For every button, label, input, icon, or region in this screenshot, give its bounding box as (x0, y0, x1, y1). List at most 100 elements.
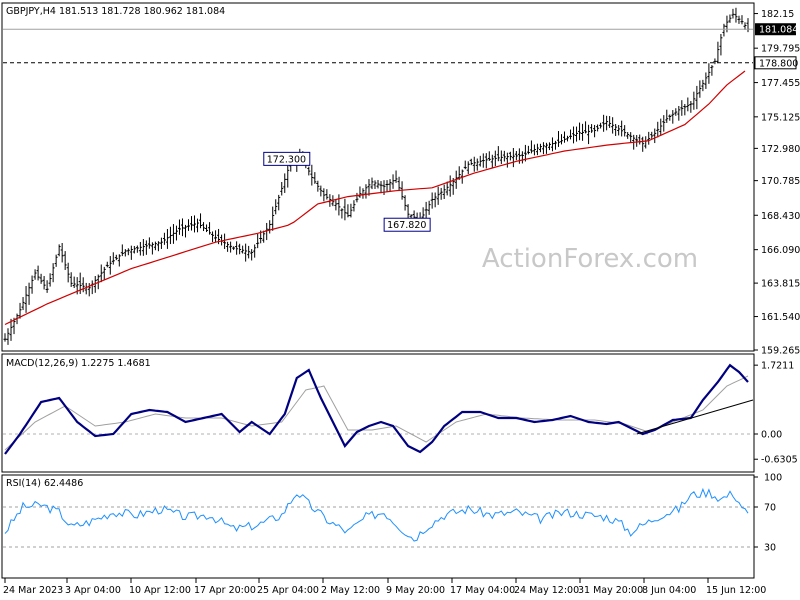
price-tick-label: 170.785 (761, 176, 800, 187)
price-bar (581, 123, 585, 141)
price-bar (731, 8, 735, 19)
rsi-axis: 100 70 30 (3, 473, 782, 554)
price-bar (532, 144, 536, 156)
price-bar (590, 124, 594, 133)
price-bar (472, 156, 476, 172)
price-bar (614, 124, 618, 136)
price-bar (9, 318, 13, 341)
price-bar (3, 333, 7, 342)
price-bar (18, 302, 22, 319)
price-label-level: 178.800 (754, 56, 798, 70)
price-bar (102, 266, 106, 281)
price-bar (165, 229, 169, 249)
price-bar (235, 241, 239, 255)
price-bar (183, 224, 187, 238)
x-tick-label: 9 May 20:00 (386, 585, 445, 596)
price-bar (241, 245, 245, 254)
price-bar (205, 224, 209, 233)
price-bar (337, 194, 341, 216)
price-bar (33, 269, 37, 280)
price-bar (211, 231, 215, 243)
price-bar (722, 23, 726, 37)
price-bar (623, 125, 627, 137)
price-bar (406, 204, 410, 219)
macd-tick-label: 0.00 (761, 430, 782, 441)
price-bar (569, 129, 573, 140)
price-bar (310, 164, 314, 186)
price-tick-label: 172.980 (761, 144, 800, 155)
price-bar (199, 213, 203, 229)
rsi-tick-label: 70 (764, 503, 776, 514)
price-bar (307, 166, 311, 176)
price-bar (30, 275, 34, 294)
price-bar (430, 192, 434, 209)
price-bar (6, 328, 10, 345)
price-bar (36, 265, 40, 281)
price-bar (587, 124, 591, 145)
price-bar (117, 254, 121, 267)
price-bar (111, 252, 115, 265)
price-bar (650, 131, 654, 139)
price-bar (695, 85, 699, 110)
price-bar (355, 192, 359, 203)
price-bar (268, 220, 272, 234)
price-bar (635, 135, 639, 147)
price-bar (662, 115, 666, 132)
price-bar (99, 264, 103, 283)
price-bar (93, 276, 97, 293)
price-bar (550, 137, 554, 152)
price-bar (710, 65, 714, 76)
price-bar (683, 103, 687, 116)
price-bar (626, 132, 630, 139)
x-tick-label: 3 Apr 04:00 (65, 585, 121, 596)
price-bar (544, 142, 548, 154)
price-bar (370, 177, 374, 190)
price-bar (520, 151, 524, 164)
price-bar (138, 241, 142, 256)
price-bar (238, 243, 242, 255)
price-bar (656, 121, 660, 138)
price-bar (647, 131, 651, 145)
price-bar (490, 154, 494, 168)
price-bar (566, 135, 570, 142)
x-tick-label: 24 May 12:00 (514, 585, 579, 596)
price-bar (280, 182, 284, 196)
price-bar (713, 58, 717, 65)
price-tick-label: 179.795 (761, 44, 800, 55)
price-bar (144, 240, 148, 255)
price-bar (511, 147, 515, 168)
price-bar (193, 215, 197, 233)
price-bar (208, 222, 212, 235)
x-tick-label: 8 Jun 04:00 (642, 585, 696, 596)
svg-text:172.300: 172.300 (267, 154, 306, 165)
price-bar (226, 241, 230, 252)
watermark: ActionForex.com (482, 244, 698, 274)
price-bar (153, 241, 157, 251)
price-bar (244, 243, 248, 262)
price-bar (27, 282, 31, 305)
price-bar (481, 153, 485, 168)
price-bar (575, 126, 579, 142)
price-bar (168, 226, 172, 245)
price-bar (442, 184, 446, 199)
price-bar (701, 79, 705, 92)
price-bar (87, 283, 91, 297)
price-bar (150, 242, 154, 255)
price-bar (496, 146, 500, 162)
price-bar (66, 262, 70, 283)
price-bar (674, 108, 678, 116)
x-tick-label: 24 Mar 2023 (3, 585, 63, 596)
price-bar (553, 140, 557, 150)
price-bar (599, 122, 603, 129)
price-bar (190, 216, 194, 231)
price-bar (641, 136, 645, 152)
rsi-title: RSI(14) 62.4486 (6, 478, 83, 489)
price-bar (563, 131, 567, 143)
price-bar (69, 272, 73, 287)
price-bar (584, 121, 588, 134)
price-bar (680, 100, 684, 116)
price-bar (541, 142, 545, 155)
macd-line (4, 363, 749, 455)
price-bar (523, 144, 527, 162)
price-bar (51, 263, 55, 283)
